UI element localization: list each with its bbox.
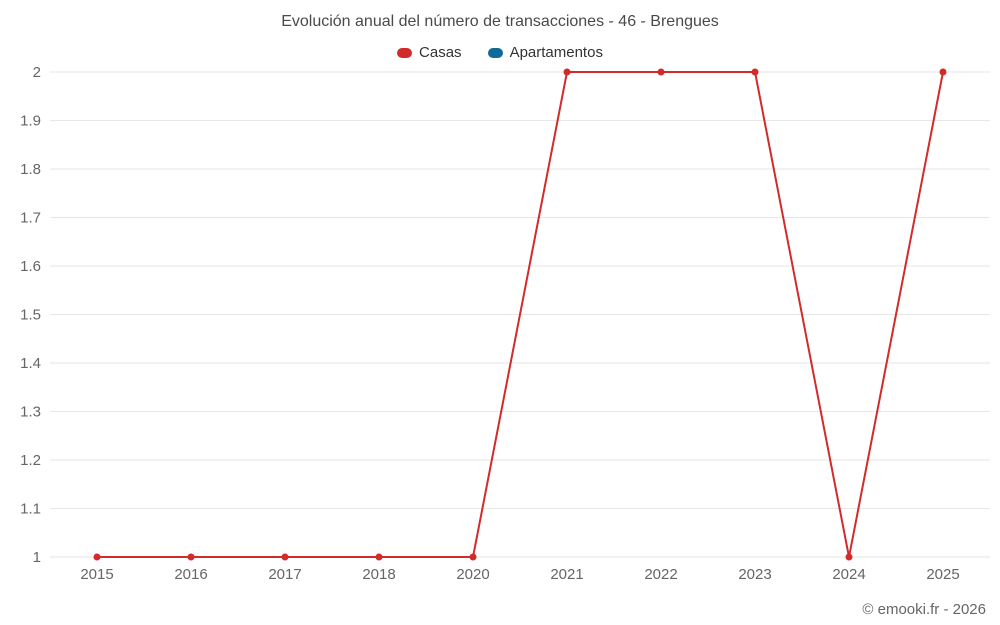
- legend-swatch-icon: [487, 47, 503, 58]
- data-point[interactable]: [845, 553, 853, 561]
- data-point[interactable]: [375, 553, 383, 561]
- y-tick-label: 1.5: [20, 307, 41, 324]
- y-tick-label: 1.9: [20, 113, 41, 130]
- y-tick-label: 2: [33, 64, 41, 81]
- data-point[interactable]: [281, 553, 289, 561]
- y-tick-label: 1.7: [20, 210, 41, 227]
- series-line-casas: [96, 71, 944, 558]
- data-point[interactable]: [563, 68, 571, 76]
- y-tick-label: 1.6: [20, 258, 41, 275]
- x-tick-label: 2017: [268, 566, 301, 583]
- x-tick-label: 2024: [832, 566, 865, 583]
- x-tick-label: 2022: [644, 566, 677, 583]
- legend-item-casas[interactable]: Casas: [397, 44, 462, 61]
- legend-label: Casas: [419, 44, 462, 61]
- data-point[interactable]: [939, 68, 947, 76]
- data-point[interactable]: [751, 68, 759, 76]
- chart-title: Evolución anual del número de transaccio…: [281, 13, 719, 30]
- x-tick-label: 2025: [926, 566, 959, 583]
- x-tick-label: 2015: [80, 566, 113, 583]
- x-tick-label: 2018: [362, 566, 395, 583]
- x-tick-label: 2020: [456, 566, 489, 583]
- y-tick-label: 1.4: [20, 355, 41, 372]
- y-tick-label: 1.2: [20, 452, 41, 469]
- y-tick-label: 1.1: [20, 501, 41, 518]
- x-tick-label: 2016: [174, 566, 207, 583]
- legend-item-apartamentos[interactable]: Apartamentos: [487, 44, 603, 61]
- y-tick-label: 1.3: [20, 404, 41, 421]
- data-point[interactable]: [657, 68, 665, 76]
- watermark-credit: © emooki.fr - 2026: [862, 601, 986, 618]
- data-point[interactable]: [469, 553, 477, 561]
- x-tick-label: 2023: [738, 566, 771, 583]
- data-point[interactable]: [187, 553, 195, 561]
- x-tick-label: 2021: [550, 566, 583, 583]
- y-tick-label: 1: [33, 549, 41, 566]
- legend-swatch-icon: [397, 47, 413, 58]
- data-point[interactable]: [93, 553, 101, 561]
- legend-label: Apartamentos: [509, 44, 603, 61]
- y-tick-label: 1.8: [20, 161, 41, 178]
- chart-legend: Casas Apartamentos: [0, 44, 1000, 61]
